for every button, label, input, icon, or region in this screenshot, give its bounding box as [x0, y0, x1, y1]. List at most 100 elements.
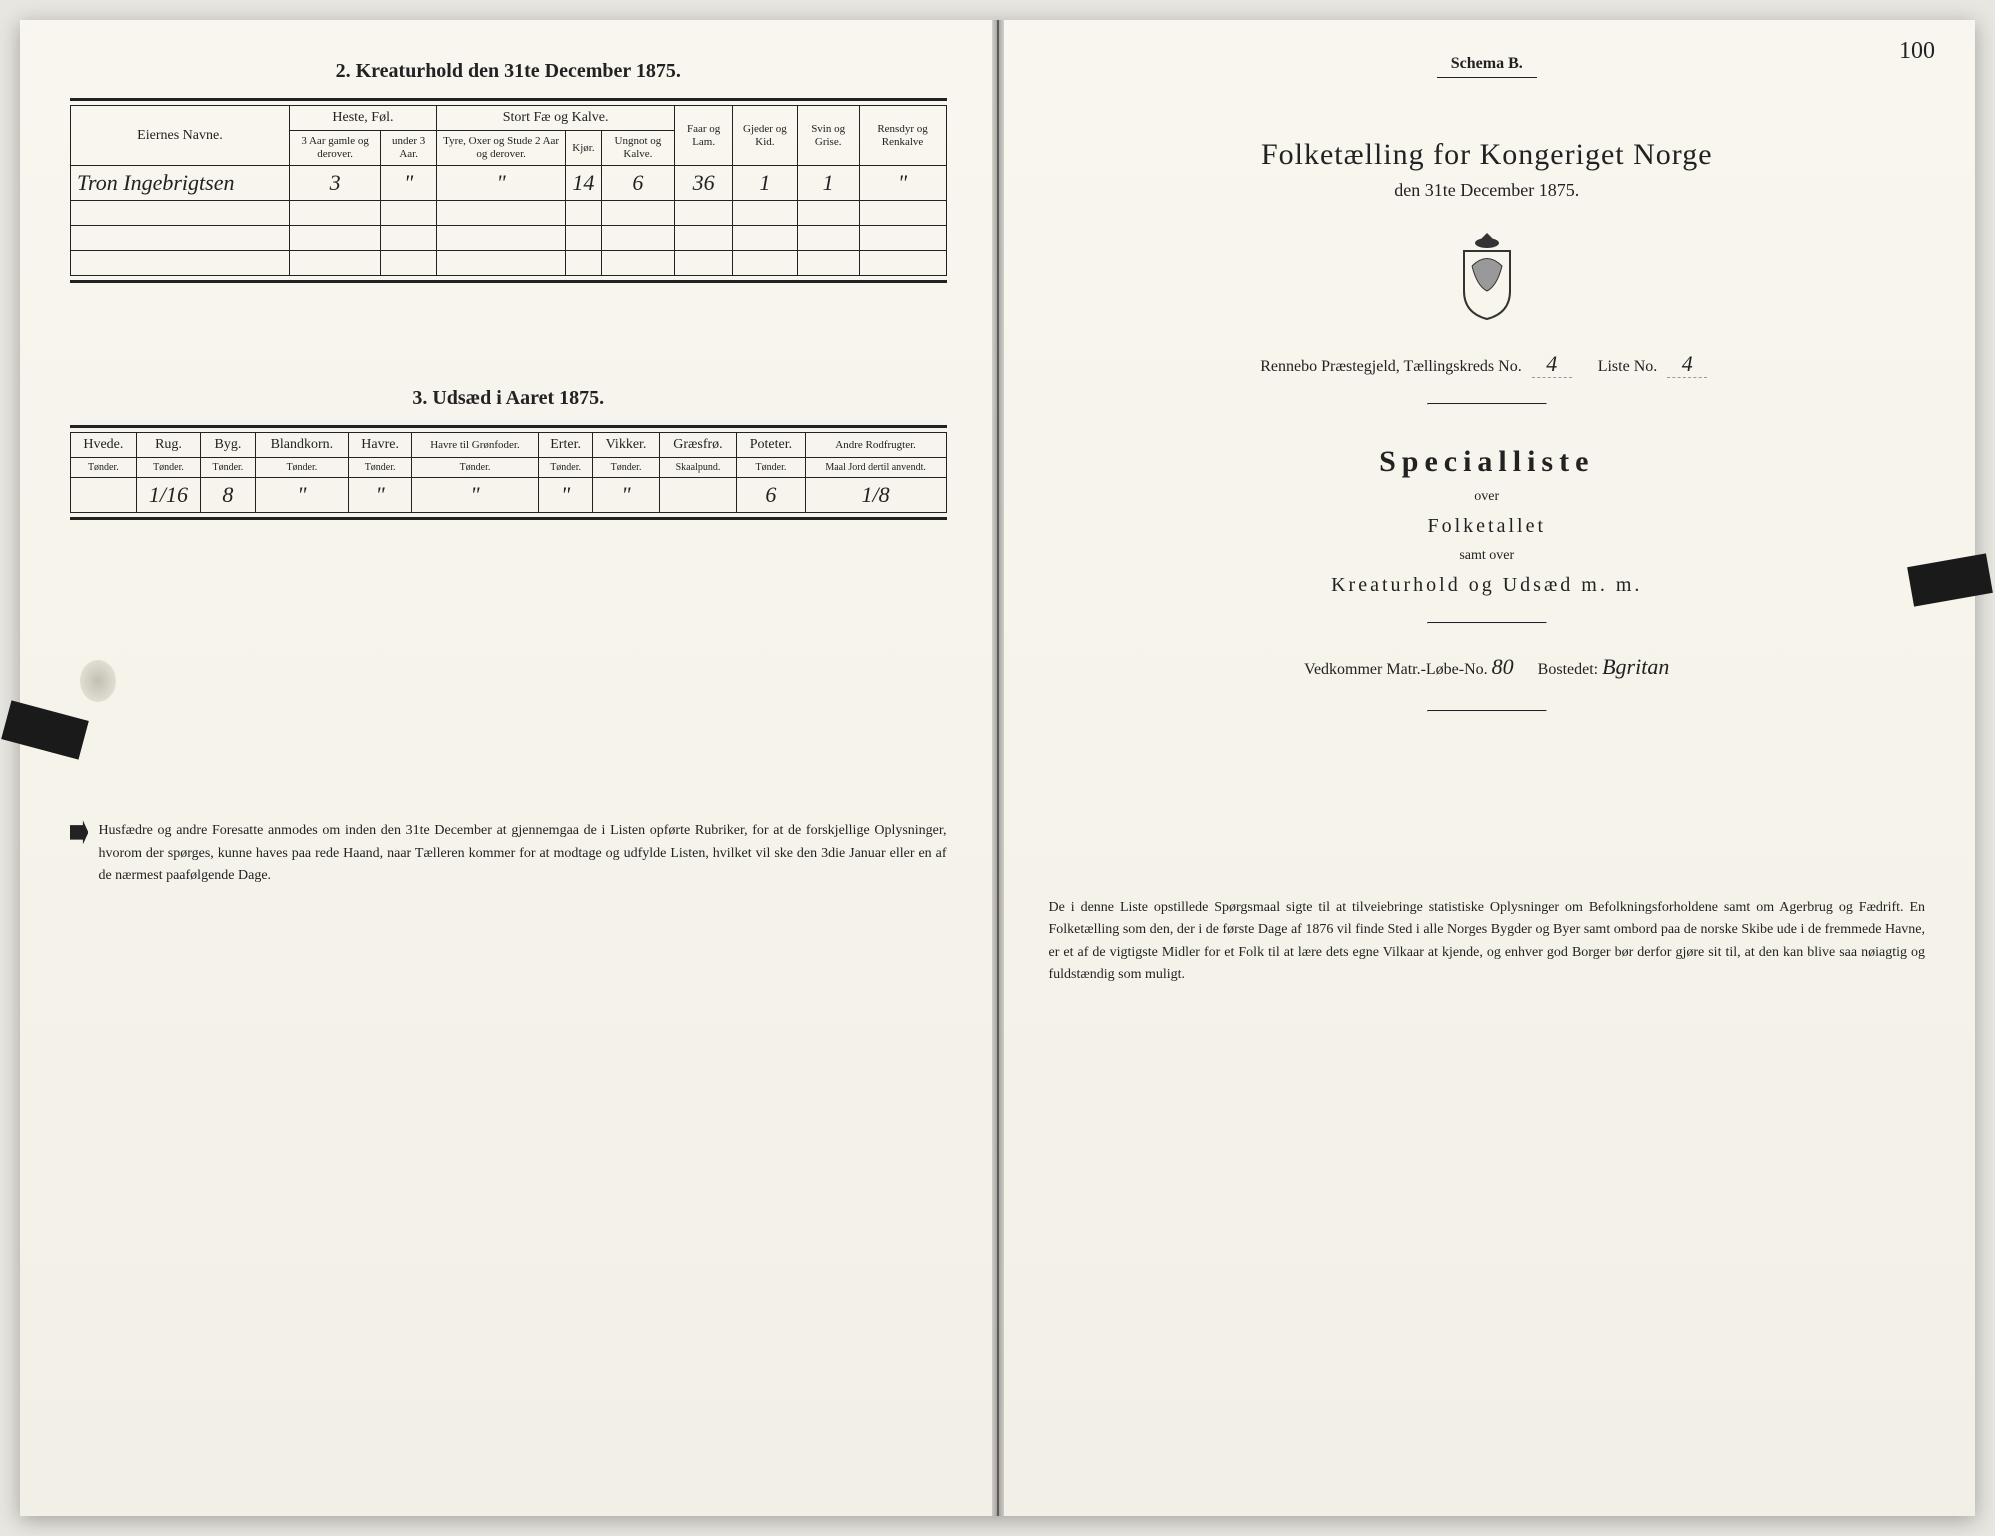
- matr-label: Vedkommer Matr.-Løbe-No.: [1304, 661, 1488, 678]
- book-spread: 2. Kreaturhold den 31te December 1875. E…: [20, 20, 1975, 1516]
- th-unit: Tønder.: [255, 458, 349, 478]
- folketallet-label: Folketallet: [1049, 515, 1926, 538]
- parish-line: Rennebo Præstegjeld, Tællingskreds No. 4…: [1049, 351, 1926, 378]
- cell: 1/16: [136, 478, 201, 513]
- th-potato: Poteter.: [737, 433, 806, 458]
- kreatur-label: Kreaturhold og Udsæd m. m.: [1049, 574, 1926, 597]
- rule: [70, 98, 947, 101]
- cell: ": [593, 478, 660, 513]
- th-peas: Erter.: [538, 433, 592, 458]
- cell: 8: [201, 478, 255, 513]
- rule: [1437, 77, 1537, 78]
- th-unit: Tønder.: [136, 458, 201, 478]
- th-unit: Maal Jord dertil anvendt.: [805, 458, 946, 478]
- liste-label: Liste No.: [1598, 358, 1658, 375]
- kreds-value: 4: [1532, 351, 1572, 378]
- rule: [1427, 710, 1547, 712]
- rule: [70, 517, 947, 520]
- cell: ": [437, 166, 566, 201]
- table-row: Tron Ingebrigtsen 3 " " 14 6 36 1 1 ": [71, 166, 947, 201]
- cell: ": [349, 478, 412, 513]
- th-unit: Skaalpund.: [659, 458, 736, 478]
- th-cattle-c: Ungnot og Kalve.: [601, 131, 675, 166]
- th-horse-a: 3 Aar gamle og derover.: [289, 131, 380, 166]
- instruction-block: Husfædre og andre Foresatte anmodes om i…: [70, 820, 947, 887]
- seed-table: Hvede. Rug. Byg. Blandkorn. Havre. Havre…: [70, 432, 947, 513]
- cell: 14: [566, 166, 601, 201]
- th-cattle-group: Stort Fæ og Kalve.: [437, 106, 675, 131]
- th-oats: Havre.: [349, 433, 412, 458]
- cell: ": [859, 166, 946, 201]
- right-page: 100 Schema B. Folketælling for Kongerige…: [999, 20, 1976, 1516]
- samtover-label: samt over: [1049, 548, 1926, 564]
- matr-value: 80: [1492, 654, 1514, 679]
- thumbprint-smudge: [80, 660, 116, 702]
- instruction-text: Husfædre og andre Foresatte anmodes om i…: [98, 820, 946, 887]
- th-unit: Tønder.: [201, 458, 255, 478]
- cell-owner: Tron Ingebrigtsen: [71, 166, 290, 201]
- book-spine: [992, 20, 1004, 1516]
- rule: [70, 425, 947, 428]
- cell: ": [381, 166, 437, 201]
- th-cattle-a: Tyre, Oxer og Stude 2 Aar og derover.: [437, 131, 566, 166]
- th-unit: Tønder.: [737, 458, 806, 478]
- th-roots: Andre Rodfrugter.: [805, 433, 946, 458]
- section3-title: 3. Udsæd i Aaret 1875.: [70, 387, 947, 410]
- th-unit: Tønder.: [538, 458, 592, 478]
- cell: ": [255, 478, 349, 513]
- th-sheep: Faar og Lam.: [675, 106, 733, 166]
- cell: 1: [797, 166, 859, 201]
- th-unit: Tønder.: [71, 458, 137, 478]
- th-unit: Tønder.: [412, 458, 539, 478]
- over-label: over: [1049, 489, 1926, 505]
- bosted-label: Bostedet:: [1538, 661, 1598, 678]
- coat-of-arms-icon: [1452, 231, 1522, 321]
- cell: [71, 478, 137, 513]
- explanatory-paragraph: De i denne Liste opstillede Spørgsmaal s…: [1049, 897, 1926, 987]
- th-reindeer: Rensdyr og Renkalve: [859, 106, 946, 166]
- th-grass: Græsfrø.: [659, 433, 736, 458]
- th-goats: Gjeder og Kid.: [733, 106, 798, 166]
- bosted-value: Bgritan: [1602, 654, 1669, 679]
- parish-label: Rennebo Præstegjeld, Tællingskreds No.: [1260, 358, 1521, 375]
- specialliste-heading: Specialliste: [1049, 445, 1926, 479]
- th-vetch: Vikker.: [593, 433, 660, 458]
- liste-value: 4: [1667, 351, 1707, 378]
- table-row: 1/16 8 " " " " " 6 1/8: [71, 478, 947, 513]
- cell: ": [538, 478, 592, 513]
- rule: [70, 280, 947, 283]
- cell: ": [412, 478, 539, 513]
- table-row-empty: [71, 226, 947, 251]
- livestock-table: Eiernes Navne. Heste, Føl. Stort Fæ og K…: [70, 105, 947, 276]
- cell: [659, 478, 736, 513]
- cell: 1: [733, 166, 798, 201]
- th-mixed: Blandkorn.: [255, 433, 349, 458]
- cell: 6: [601, 166, 675, 201]
- rule: [1427, 622, 1547, 624]
- page-number: 100: [1899, 38, 1935, 65]
- left-page: 2. Kreaturhold den 31te December 1875. E…: [20, 20, 999, 1516]
- census-title: Folketælling for Kongeriget Norge: [1049, 138, 1926, 172]
- cell: 3: [289, 166, 380, 201]
- pointing-hand-icon: [70, 820, 88, 844]
- section2-title: 2. Kreaturhold den 31te December 1875.: [70, 60, 947, 83]
- th-owner: Eiernes Navne.: [71, 106, 290, 166]
- census-subtitle: den 31te December 1875.: [1049, 180, 1926, 201]
- th-oats-green: Havre til Grønfoder.: [412, 433, 539, 458]
- th-horse-b: under 3 Aar.: [381, 131, 437, 166]
- th-cattle-b: Kjør.: [566, 131, 601, 166]
- table-row-empty: [71, 201, 947, 226]
- cell: 36: [675, 166, 733, 201]
- cell: 6: [737, 478, 806, 513]
- th-unit: Tønder.: [349, 458, 412, 478]
- rule: [1427, 403, 1547, 405]
- table-row-empty: [71, 251, 947, 276]
- th-pigs: Svin og Grise.: [797, 106, 859, 166]
- th-rye: Rug.: [136, 433, 201, 458]
- cell: 1/8: [805, 478, 946, 513]
- matr-line: Vedkommer Matr.-Løbe-No. 80 Bostedet: Bg…: [1049, 654, 1926, 680]
- th-barley: Byg.: [201, 433, 255, 458]
- schema-label: Schema B.: [1049, 55, 1926, 73]
- th-horse-group: Heste, Føl.: [289, 106, 436, 131]
- th-unit: Tønder.: [593, 458, 660, 478]
